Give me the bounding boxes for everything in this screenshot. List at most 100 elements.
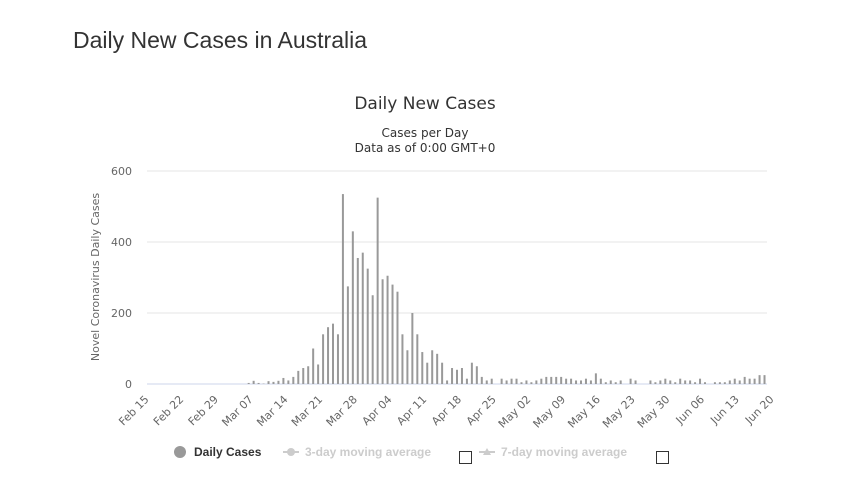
- bar[interactable]: [490, 378, 493, 384]
- bar[interactable]: [391, 284, 394, 384]
- legend-item-daily-cases[interactable]: Daily Cases: [174, 445, 261, 459]
- bar[interactable]: [704, 382, 706, 384]
- bar[interactable]: [713, 382, 716, 384]
- bar[interactable]: [594, 373, 597, 384]
- bar[interactable]: [654, 382, 657, 384]
- bar[interactable]: [575, 380, 578, 384]
- bar[interactable]: [460, 368, 463, 384]
- bar[interactable]: [346, 286, 349, 385]
- bar[interactable]: [699, 378, 702, 384]
- bar[interactable]: [376, 197, 379, 385]
- bar[interactable]: [684, 380, 687, 384]
- bar[interactable]: [247, 382, 250, 384]
- bar[interactable]: [431, 350, 434, 384]
- bar[interactable]: [381, 279, 384, 384]
- bar[interactable]: [545, 376, 548, 384]
- bar[interactable]: [659, 380, 662, 384]
- bar[interactable]: [411, 313, 414, 384]
- bar[interactable]: [540, 378, 543, 384]
- bar[interactable]: [604, 382, 607, 384]
- bar[interactable]: [505, 380, 508, 384]
- bar[interactable]: [252, 380, 255, 384]
- bar[interactable]: [465, 378, 468, 384]
- bar[interactable]: [406, 350, 409, 384]
- bar[interactable]: [416, 334, 419, 384]
- bar[interactable]: [332, 323, 334, 384]
- bar[interactable]: [679, 378, 682, 384]
- bar[interactable]: [327, 327, 330, 384]
- bar[interactable]: [485, 380, 488, 384]
- bar[interactable]: [396, 291, 399, 384]
- bar[interactable]: [456, 369, 458, 384]
- bar[interactable]: [441, 362, 444, 384]
- bar[interactable]: [599, 378, 602, 384]
- bar[interactable]: [694, 382, 697, 384]
- bar[interactable]: [525, 380, 528, 384]
- bar[interactable]: [451, 368, 454, 384]
- bar[interactable]: [302, 368, 305, 384]
- bar[interactable]: [515, 378, 518, 384]
- bar[interactable]: [560, 376, 563, 384]
- bar[interactable]: [421, 352, 424, 384]
- bar[interactable]: [307, 366, 310, 384]
- bar[interactable]: [738, 380, 741, 384]
- bar[interactable]: [584, 378, 587, 384]
- bar[interactable]: [282, 377, 285, 384]
- bar[interactable]: [371, 295, 374, 384]
- bar[interactable]: [619, 380, 622, 384]
- bar[interactable]: [570, 378, 573, 384]
- bar[interactable]: [401, 334, 404, 384]
- bar[interactable]: [436, 353, 439, 384]
- bar[interactable]: [446, 380, 449, 384]
- bar[interactable]: [565, 378, 568, 384]
- bar[interactable]: [763, 375, 766, 385]
- bar[interactable]: [550, 376, 553, 384]
- legend-item-7-day-average[interactable]: 7-day moving average: [479, 445, 627, 459]
- bar[interactable]: [317, 364, 320, 384]
- bar[interactable]: [589, 380, 592, 384]
- bar[interactable]: [758, 375, 761, 385]
- bar[interactable]: [341, 194, 344, 384]
- bar[interactable]: [580, 380, 582, 384]
- bar[interactable]: [629, 378, 632, 384]
- bar[interactable]: [475, 366, 478, 384]
- bar[interactable]: [718, 382, 721, 384]
- bar[interactable]: [277, 380, 280, 384]
- bar[interactable]: [351, 231, 354, 384]
- bar[interactable]: [753, 378, 756, 384]
- bar[interactable]: [470, 362, 473, 384]
- bar[interactable]: [336, 334, 339, 384]
- bar[interactable]: [292, 376, 295, 384]
- bar[interactable]: [386, 275, 389, 384]
- bar[interactable]: [287, 380, 290, 384]
- bar[interactable]: [426, 362, 429, 384]
- bar[interactable]: [664, 378, 667, 384]
- 3-day-average-checkbox[interactable]: [459, 451, 472, 464]
- bar[interactable]: [272, 381, 275, 384]
- bar[interactable]: [535, 380, 538, 384]
- bar[interactable]: [748, 378, 751, 384]
- bar[interactable]: [322, 334, 325, 384]
- bar[interactable]: [312, 348, 315, 385]
- bar[interactable]: [257, 382, 260, 384]
- legend-item-3-day-average[interactable]: 3-day moving average: [283, 445, 431, 459]
- bar[interactable]: [520, 382, 523, 384]
- bar[interactable]: [510, 378, 513, 384]
- bar[interactable]: [609, 380, 612, 384]
- bar[interactable]: [649, 380, 652, 384]
- bar[interactable]: [480, 376, 483, 384]
- bar[interactable]: [500, 378, 503, 384]
- bar[interactable]: [733, 378, 736, 384]
- 7-day-average-checkbox[interactable]: [656, 451, 669, 464]
- bar[interactable]: [669, 380, 672, 384]
- bar[interactable]: [634, 380, 637, 384]
- bar[interactable]: [361, 252, 364, 384]
- bar[interactable]: [297, 370, 300, 384]
- bar[interactable]: [614, 382, 617, 384]
- bar[interactable]: [366, 268, 369, 385]
- bar[interactable]: [530, 382, 533, 384]
- bar[interactable]: [555, 376, 558, 384]
- bar[interactable]: [689, 380, 692, 384]
- bar[interactable]: [743, 376, 746, 384]
- bar[interactable]: [723, 382, 726, 384]
